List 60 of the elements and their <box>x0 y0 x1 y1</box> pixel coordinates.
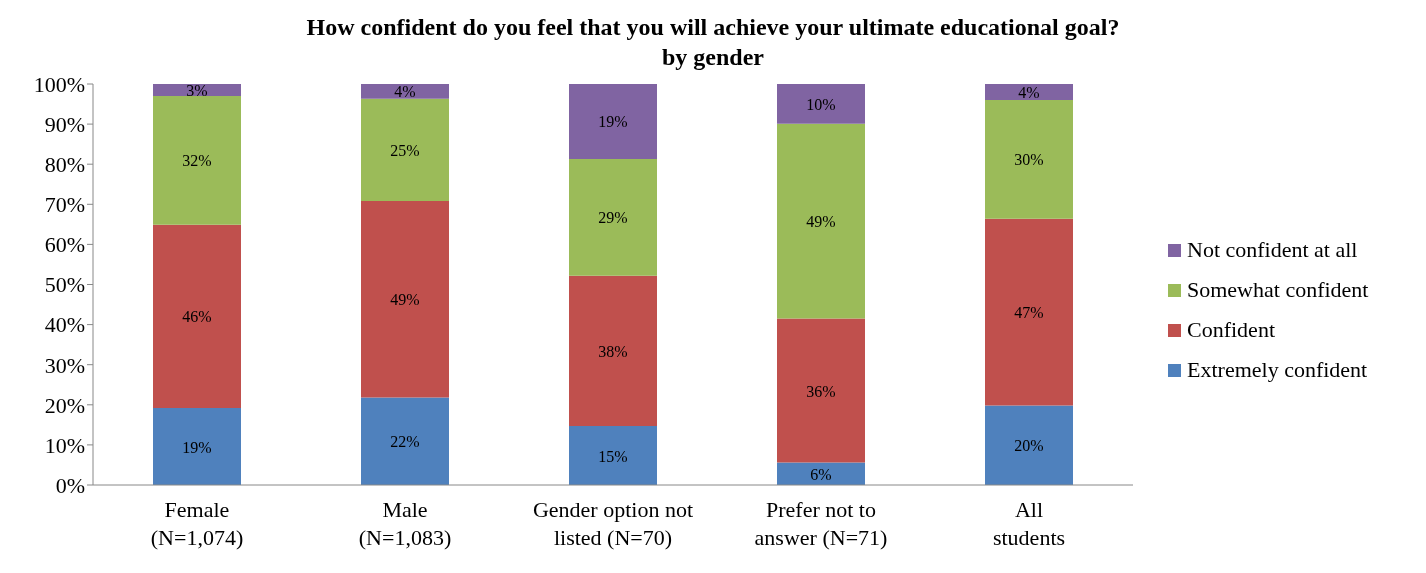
bar <box>361 201 449 398</box>
legend-label: Extremely confident <box>1187 357 1368 383</box>
bar <box>985 84 1073 101</box>
bar <box>569 84 657 159</box>
legend-label: Confident <box>1187 317 1275 343</box>
bar <box>985 100 1073 219</box>
bar <box>361 98 449 202</box>
y-tick-label: 10% <box>44 432 85 458</box>
y-tick-label: 0% <box>55 472 85 498</box>
data-label: 22% <box>390 433 420 451</box>
data-label: 20% <box>1014 437 1044 455</box>
data-label: 4% <box>1018 84 1040 102</box>
data-label: 29% <box>598 209 628 227</box>
bar <box>569 275 657 427</box>
data-label: 46% <box>182 308 212 326</box>
bar <box>569 158 657 276</box>
y-tick-label: 40% <box>44 312 85 338</box>
data-label: 32% <box>182 152 212 170</box>
bar <box>153 408 241 485</box>
y-tick-label: 50% <box>44 272 85 298</box>
y-tick-label: 100% <box>33 71 85 97</box>
legend-label: Somewhat confident <box>1187 277 1369 303</box>
data-label: 49% <box>390 291 420 309</box>
data-label: 15% <box>598 447 628 465</box>
y-tick-label: 60% <box>44 232 85 258</box>
data-label: 6% <box>810 465 832 483</box>
bar <box>569 426 657 485</box>
bar <box>361 84 449 99</box>
x-tick-label: Gender option not listed (N=70) <box>532 497 694 550</box>
data-label: 47% <box>1014 304 1044 322</box>
data-label: 49% <box>806 213 836 231</box>
y-tick-label: 30% <box>44 352 85 378</box>
legend-label: Not confident at all <box>1187 237 1358 263</box>
data-label: 19% <box>598 113 628 131</box>
data-label: 30% <box>1014 151 1044 169</box>
chart-subtitle: by gender <box>661 43 765 72</box>
bar <box>153 224 241 409</box>
bar <box>777 123 865 319</box>
data-label: 4% <box>394 83 416 101</box>
y-tick-label: 80% <box>44 152 85 178</box>
y-tick-label: 90% <box>44 111 85 137</box>
data-label: 3% <box>186 82 208 100</box>
data-label: 10% <box>806 95 836 113</box>
y-tick-label: 70% <box>44 192 85 218</box>
bar <box>153 96 241 225</box>
bar <box>361 397 449 485</box>
data-label: 36% <box>806 382 836 400</box>
data-label: 25% <box>390 141 420 159</box>
x-tick-label: All students <box>992 497 1066 550</box>
y-tick-label: 20% <box>44 392 85 418</box>
bar <box>985 405 1073 485</box>
bar <box>985 218 1073 406</box>
data-label: 19% <box>182 438 212 456</box>
data-label: 38% <box>598 342 628 360</box>
chart-title: How confident do you feel that you will achieve your ultimate educational goal? <box>305 13 1121 42</box>
x-tick-label: Prefer not to answer (N=71) <box>754 497 888 550</box>
bar <box>777 318 865 463</box>
x-tick-label: Female (N=1,074) <box>150 497 244 550</box>
x-tick-label: Male (N=1,083) <box>358 497 452 550</box>
bar <box>777 84 865 124</box>
